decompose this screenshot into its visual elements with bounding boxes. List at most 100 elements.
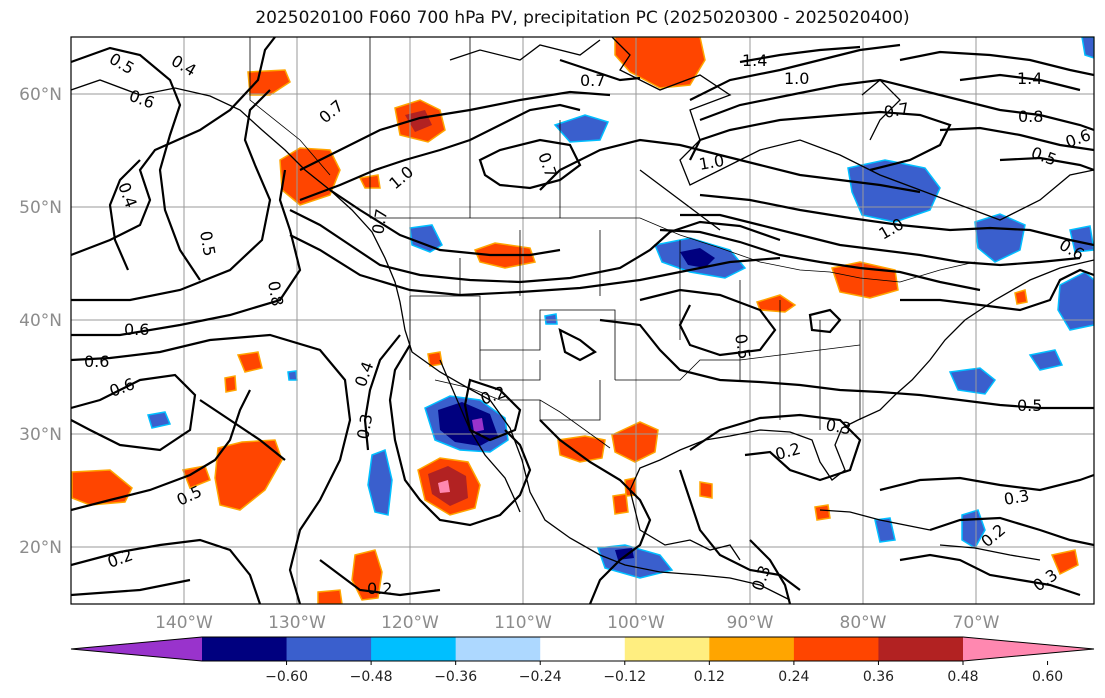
lon-label: 90°W [727,613,774,633]
colorbar: −0.60 −0.48 −0.36 −0.24 −0.12 0.12 0.24 0.36 0.4… [70,636,1095,685]
precip-patch-positive [1014,289,1028,305]
lat-label: 40°N [19,311,62,331]
contour-label: 1.4 [742,51,767,70]
precip-patch-negative [874,517,896,543]
contour-label: 0.7 [368,207,391,235]
precip-patch-negative [472,418,484,432]
contour-label: 0.3 [748,563,775,593]
colorbar-tick-label: 0.48 [947,669,978,685]
contour-label: 0.4 [114,180,141,210]
precip-patch-positive [236,351,263,373]
contour-label: 0.3 [353,412,376,440]
contour-label: 0.4 [351,359,378,389]
colorbar-swatch [878,637,964,661]
lon-label: 110°W [494,613,552,633]
precip-patch-positive [611,421,659,463]
colorbar-tick-label: 0.12 [694,669,725,685]
colorbar-tick-label: −0.48 [350,669,393,685]
colorbar-swatch [793,637,879,661]
precip-patch-negative [847,159,941,223]
longitude-labels: 140°W 130°W 120°W 110°W 100°W 90°W 80°W … [155,613,1000,633]
precip-patch-positive [351,549,383,601]
lat-label: 20°N [19,538,62,558]
precip-patch-positive [438,480,450,493]
contour-label: 0.7 [534,150,561,180]
contour-label: 0.2 [367,579,392,598]
colorbar-tick-label: −0.60 [265,669,308,685]
precip-patch-positive [756,294,797,313]
precip-patch-negative [948,367,997,395]
contour-label: 0.7 [315,96,347,127]
lat-label: 50°N [19,198,62,218]
precip-patch-negative [615,548,634,560]
political-borders [249,37,976,449]
contour-label: 0.7 [580,71,605,90]
contour-label: 0.8 [1018,107,1043,126]
lon-label: 70°W [953,613,1000,633]
contour-label: 0.5 [196,229,219,257]
precip-patch-positive [214,439,283,511]
precip-patch-negative [147,411,172,429]
lat-label: 60°N [19,85,62,105]
precip-patch-negative [1069,225,1094,253]
precip-patch-positive [1050,549,1079,576]
lon-label: 140°W [155,613,213,633]
contour-label: 0.2 [773,439,803,464]
precip-patch-positive [612,493,629,515]
contour-label: 0.6 [107,374,137,401]
precip-patch-negative [287,370,298,381]
contour-label: 0.3 [1002,486,1030,509]
precip-patch-negative [544,313,558,325]
colorbar-swatch [202,637,288,661]
colorbar-tick-label: 0.36 [863,669,894,685]
colorbar-outline [70,636,1095,662]
colorbar-tick-label: 0.24 [778,669,809,685]
precip-patch-positive [814,504,831,521]
contour-label: 0.6 [84,352,109,371]
contour-label: 1.0 [784,69,809,88]
precip-patch-positive [317,589,343,604]
colorbar-extend-low [71,637,202,661]
contour-label: 1.4 [1017,69,1042,88]
colorbar-swatch [371,637,457,661]
colorbar-tick-label: 0.60 [1032,669,1063,685]
colorbar-swatch [709,637,795,661]
precip-patch-positive [71,469,133,506]
precip-patch-negative [1028,349,1064,371]
contour-label: 0.2 [478,382,508,409]
colorbar-swatch [455,637,541,661]
contour-label: 0.7 [882,99,910,122]
pv-contours [71,37,1094,604]
precip-patch-negative [1057,271,1094,331]
map-title: 2025020100 F060 700 hPa PV, precipitatio… [255,8,910,28]
contour-label: 0.3 [1029,565,1061,595]
contour-label: 0.3 [824,415,852,438]
precip-patch-positive [614,37,706,89]
colorbar-swatch [540,637,626,661]
precip-patch-negative [553,114,610,143]
precip-patch-negative [1081,37,1094,59]
precip-patch-positive [405,110,432,132]
contour-label: 0.4 [168,51,200,80]
colorbar-extend-high [963,637,1094,661]
lon-label: 120°W [381,613,439,633]
precip-patch-negative [680,248,715,268]
precip-patch-positive [427,351,443,367]
colorbar-tick-label: −0.24 [519,669,562,685]
lat-label: 30°N [19,425,62,445]
contour-label: 0.5 [731,332,754,360]
contour-label: 1.0 [697,151,725,174]
colorbar-swatch [624,637,710,661]
contour-label: 0.5 [1029,143,1059,170]
latitude-labels: 60°N 50°N 40°N 30°N 20°N [19,85,62,558]
contour-label: 0.6 [127,86,157,113]
precip-patch-positive [224,375,237,393]
colorbar-swatch [286,637,372,661]
precip-patch-positive [557,435,606,463]
lon-label: 80°W [840,613,887,633]
lon-label: 130°W [268,613,326,633]
contour-label: 0.5 [174,482,205,510]
contour-label: 0.5 [1017,396,1042,415]
colorbar-tick-label: −0.36 [434,669,477,685]
